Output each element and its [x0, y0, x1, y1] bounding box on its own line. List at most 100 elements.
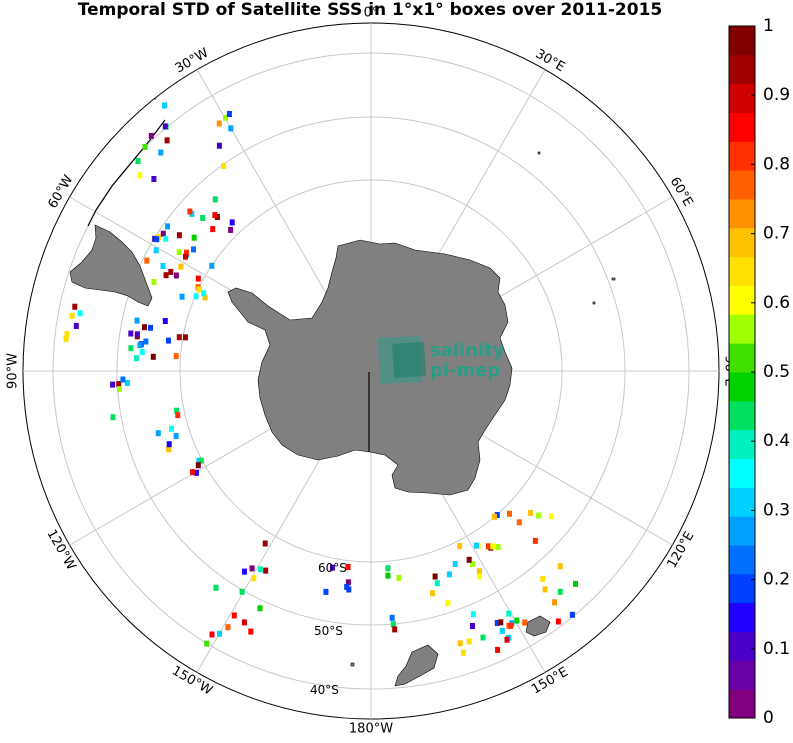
data-box-55	[73, 323, 79, 329]
data-box-107	[248, 628, 254, 635]
data-box-42	[201, 290, 207, 297]
meridian-label-0: 0°	[364, 6, 379, 21]
data-box-159	[498, 619, 504, 626]
data-box-129	[469, 561, 475, 567]
data-box-132	[473, 542, 479, 549]
data-box-52	[179, 293, 185, 300]
data-box-95	[190, 469, 196, 476]
colorbar-tick-label-5: 0.5	[763, 362, 790, 382]
colorbar-tick-label-7: 0.7	[763, 224, 790, 244]
data-box-5	[150, 93, 156, 100]
data-box-142	[494, 512, 500, 518]
colorbar-swatch-7	[729, 487, 755, 517]
data-box-94	[193, 469, 199, 476]
data-box-116	[329, 564, 335, 571]
data-box-64	[183, 334, 188, 341]
data-box-37	[163, 235, 169, 242]
data-box-41	[193, 293, 199, 300]
data-box-83	[117, 386, 122, 393]
colorbar-swatch-5	[729, 545, 755, 575]
data-box-105	[257, 605, 263, 612]
data-box-23	[228, 226, 234, 233]
data-box-58	[64, 331, 70, 338]
data-box-28	[176, 232, 182, 239]
data-box-112	[217, 630, 222, 637]
data-box-117	[344, 583, 350, 590]
data-box-18	[191, 234, 197, 241]
data-box-26	[187, 208, 193, 215]
data-box-22	[229, 219, 235, 226]
data-box-33	[153, 247, 159, 254]
data-box-93	[198, 457, 204, 464]
data-box-80	[110, 414, 116, 421]
colorbar-swatch-18	[729, 170, 755, 200]
data-box-115	[323, 588, 329, 595]
data-box-150	[495, 646, 501, 653]
data-box-133	[457, 543, 463, 549]
data-box-156	[504, 636, 510, 643]
data-box-140	[495, 544, 501, 550]
colorbar-tick-label-8: 0.8	[763, 154, 790, 174]
data-box-73	[128, 330, 134, 337]
antarctic-peninsula	[69, 224, 153, 307]
data-box-88	[155, 430, 161, 437]
colorbar-swatch-20	[729, 112, 755, 142]
data-box-96	[195, 462, 201, 469]
colorbar-tick-label-6: 0.6	[763, 293, 790, 313]
data-box-174	[390, 621, 396, 628]
data-box-11	[216, 120, 222, 127]
colorbar-swatch-10	[729, 400, 755, 431]
colorbar-swatch-3	[729, 602, 755, 632]
data-box-39	[202, 294, 208, 301]
data-box-51	[191, 246, 196, 253]
colorbar-swatch-12	[729, 343, 755, 373]
data-box-0	[135, 158, 141, 165]
data-box-125	[430, 590, 435, 597]
data-box-89	[173, 433, 179, 439]
colorbar-swatch-19	[729, 141, 755, 171]
data-box-155	[506, 610, 512, 617]
data-box-141	[536, 512, 542, 519]
colorbar-swatch-14	[729, 285, 755, 315]
data-box-60	[69, 312, 75, 319]
data-box-38	[154, 236, 160, 243]
data-box-99	[249, 565, 255, 572]
data-box-13	[226, 111, 232, 117]
data-box-137	[532, 537, 538, 544]
new-zealand-north	[525, 615, 551, 637]
salinity-pi-mep-logo: salinity pi-mep	[378, 336, 505, 384]
data-box-124	[446, 571, 452, 578]
data-box-131	[486, 543, 491, 550]
data-box-165	[540, 575, 546, 582]
data-box-90	[166, 441, 172, 448]
data-box-70	[162, 318, 168, 324]
data-box-46	[184, 249, 189, 256]
data-box-154	[470, 611, 476, 618]
colorbar-swatch-2	[729, 631, 755, 661]
data-box-69	[134, 355, 139, 362]
data-box-32	[176, 249, 182, 256]
data-box-118	[345, 564, 351, 570]
data-box-168	[557, 563, 563, 570]
data-box-66	[176, 334, 182, 341]
data-box-8	[162, 123, 168, 130]
colorbar-swatch-0	[729, 689, 755, 719]
colorbar-swatch-23	[729, 26, 755, 56]
data-box-108	[213, 584, 219, 591]
colorbar-swatch-22	[729, 54, 755, 85]
data-box-126	[432, 573, 438, 580]
colorbar-tick-label-0: 0	[763, 708, 774, 728]
data-box-6	[142, 143, 148, 150]
data-box-79	[116, 381, 122, 388]
meridian-label-6: 180°W	[349, 722, 393, 737]
data-box-36	[144, 257, 150, 264]
parallel-labels: 60°S 50°S 40°S	[310, 561, 347, 697]
data-box-87	[175, 412, 181, 419]
data-box-178	[457, 640, 463, 647]
island-2	[592, 301, 596, 305]
colorbar-swatch-15	[729, 256, 755, 286]
data-box-53	[195, 275, 201, 282]
data-box-111	[209, 631, 215, 638]
data-box-78	[148, 324, 153, 331]
